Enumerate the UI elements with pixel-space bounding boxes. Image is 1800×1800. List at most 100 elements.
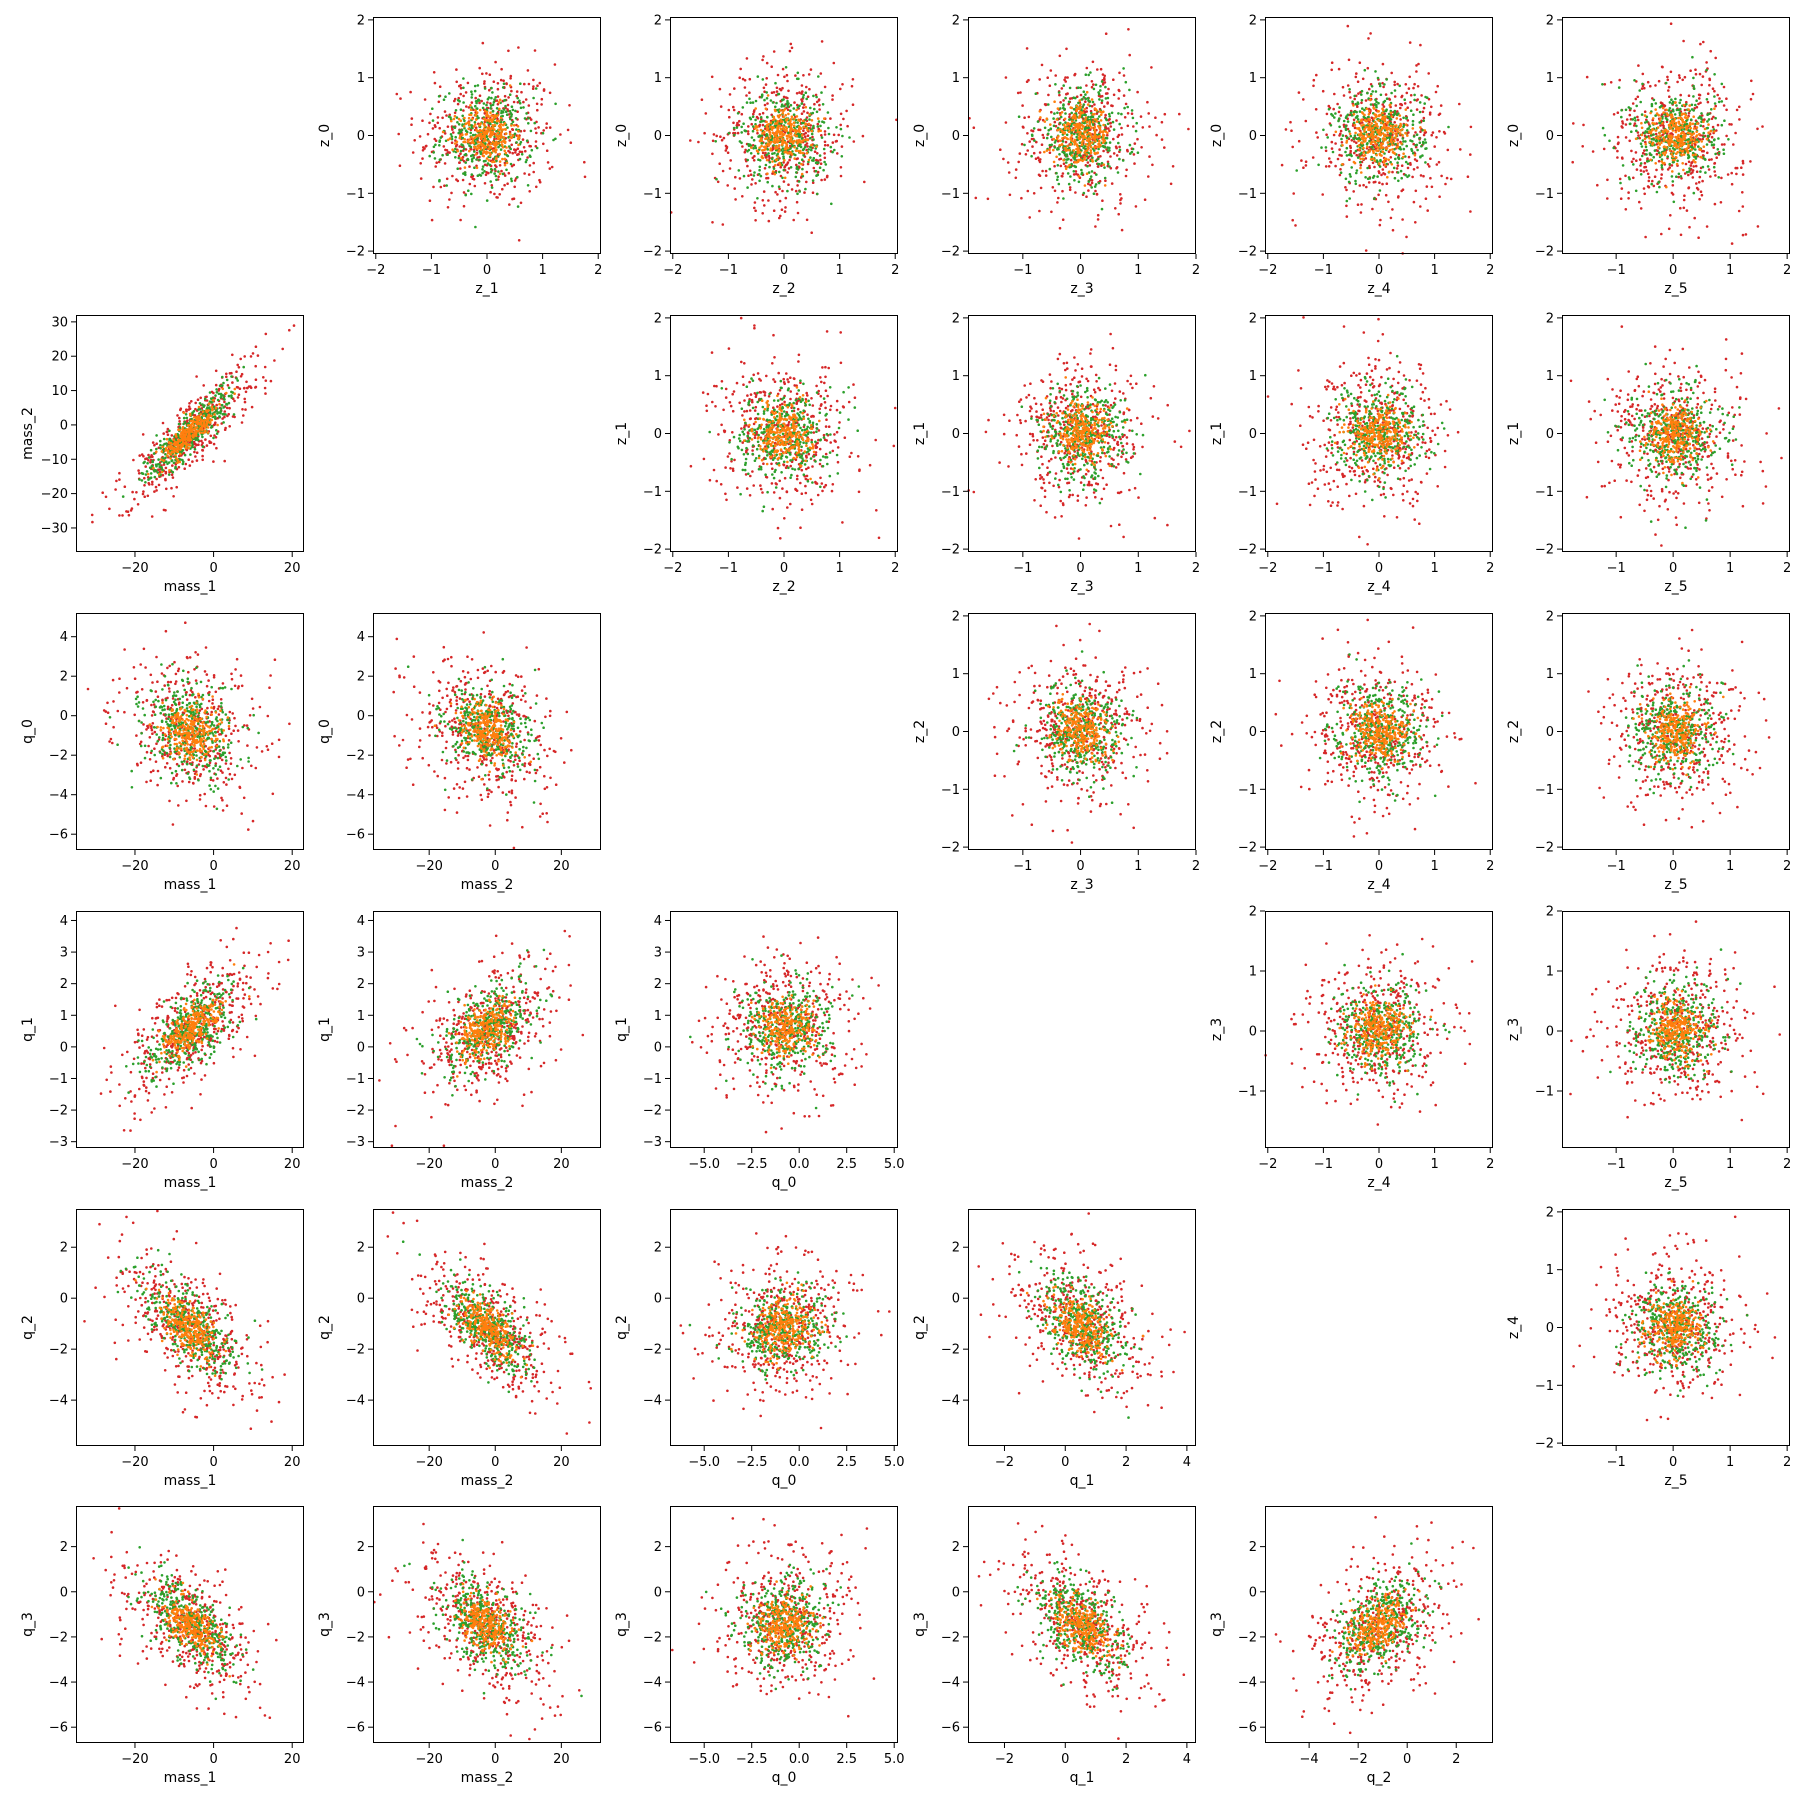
scatter-point-series-2 — [1632, 163, 1635, 166]
scatter-point-series-1 — [755, 115, 759, 119]
scatter-point-series-2 — [1670, 175, 1674, 178]
scatter-point-series-1 — [509, 74, 513, 78]
scatter-point-series-1 — [733, 187, 736, 190]
scatter-point-series-1 — [1633, 124, 1636, 127]
scatter-point-series-2 — [1672, 200, 1676, 204]
scatter-point-series-1 — [532, 78, 535, 82]
scatter-point-series-2 — [501, 172, 505, 176]
scatter-point-series-2 — [767, 152, 770, 155]
scatter-point-series-2 — [715, 177, 718, 181]
scatter-point-series-2 — [744, 129, 748, 133]
scatter-point-series-1 — [1038, 128, 1042, 132]
scatter-point-series-2 — [835, 126, 838, 129]
scatter-point-series-1 — [1038, 151, 1042, 154]
scatter-point-series-1 — [1435, 136, 1438, 139]
scatter-point-series-2 — [795, 171, 798, 174]
scatter-point-series-1 — [453, 97, 457, 101]
scatter-point-series-2 — [1090, 170, 1094, 173]
scatter-point-series-1 — [1424, 197, 1428, 200]
scatter-point-series-1 — [1379, 218, 1382, 222]
scatter-point-series-1 — [763, 204, 766, 207]
x-tick-label: −2 — [663, 263, 682, 278]
scatter-point-series-2 — [470, 173, 474, 176]
scatter-point-series-2 — [511, 108, 515, 112]
scatter-point-series-2 — [1045, 136, 1049, 140]
scatter-point-series-1 — [1058, 158, 1061, 161]
scatter-point-series-2 — [1727, 138, 1730, 141]
scatter-point-series-2 — [759, 120, 763, 123]
scatter-point-series-1 — [1038, 209, 1041, 213]
scatter-point-series-3 — [788, 135, 791, 138]
scatter-point-series-3 — [1375, 128, 1378, 132]
scatter-point-series-1 — [455, 68, 458, 71]
scatter-point-series-3 — [1406, 134, 1409, 137]
scatter-point-series-2 — [1393, 147, 1396, 151]
scatter-point-series-2 — [1706, 126, 1709, 130]
scatter-point-series-3 — [768, 130, 771, 133]
scatter-point-series-2 — [487, 96, 491, 99]
scatter-point-series-2 — [848, 136, 851, 139]
scatter-point-series-2 — [754, 99, 758, 103]
scatter-point-series-1 — [1054, 74, 1057, 77]
scatter-point-series-3 — [1371, 131, 1374, 134]
scatter-point-series-1 — [1130, 112, 1134, 115]
scatter-point-series-2 — [1097, 121, 1101, 125]
scatter-point-series-1 — [1302, 166, 1305, 169]
scatter-point-series-2 — [1103, 166, 1106, 169]
scatter-point-series-3 — [489, 142, 493, 146]
scatter-point-series-2 — [525, 139, 529, 143]
scatter-point-series-1 — [1400, 164, 1404, 167]
scatter-point-series-2 — [1643, 131, 1646, 135]
scatter-point-series-2 — [501, 86, 505, 89]
scatter-point-series-3 — [485, 129, 489, 132]
scatter-point-series-2 — [1640, 113, 1644, 116]
scatter-point-series-2 — [765, 97, 769, 100]
scatter-point-series-1 — [1671, 184, 1675, 187]
x-tick-label: −1 — [422, 263, 441, 278]
scatter-point-series-1 — [1691, 169, 1695, 172]
scatter-point-series-3 — [493, 128, 496, 131]
scatter-point-series-1 — [1120, 228, 1124, 232]
scatter-point-series-1 — [807, 73, 811, 76]
scatter-point-series-1 — [783, 75, 786, 79]
scatter-point-series-2 — [1355, 115, 1359, 119]
scatter-point-series-1 — [1676, 80, 1679, 84]
scatter-point-series-1 — [513, 185, 516, 189]
scatter-point-series-2 — [727, 132, 731, 135]
scatter-point-series-1 — [974, 196, 978, 200]
scatter-point-series-2 — [497, 170, 500, 173]
scatter-point-series-1 — [1430, 133, 1433, 137]
scatter-point-series-1 — [1117, 97, 1120, 100]
scatter-point-series-3 — [1102, 123, 1105, 127]
scatter-point-series-1 — [1693, 216, 1696, 220]
scatter-point-series-3 — [1069, 106, 1072, 109]
scatter-point-series-1 — [459, 167, 462, 170]
scatter-point-series-2 — [474, 100, 478, 103]
scatter-point-series-3 — [1334, 130, 1338, 134]
scatter-point-series-3 — [789, 140, 793, 143]
scatter-point-series-1 — [1117, 212, 1120, 216]
scatter-point-series-1 — [751, 178, 754, 181]
scatter-point-series-1 — [458, 145, 461, 148]
scatter-point-series-1 — [1439, 104, 1443, 107]
scatter-point-series-1 — [1631, 102, 1635, 105]
scatter-point-series-1 — [1090, 80, 1094, 83]
scatter-point-series-3 — [494, 157, 498, 161]
scatter-point-series-3 — [1377, 136, 1380, 140]
scatter-point-series-1 — [779, 165, 782, 169]
scatter-point-series-1 — [566, 128, 570, 132]
scatter-point-series-2 — [1422, 142, 1425, 145]
scatter-point-series-3 — [475, 134, 479, 137]
scatter-point-series-1 — [1074, 170, 1078, 173]
scatter-point-series-3 — [1102, 163, 1106, 166]
scatter-point-series-3 — [780, 131, 784, 134]
scatter-point-series-1 — [1401, 218, 1404, 221]
scatter-point-series-1 — [823, 152, 826, 155]
scatter-point-series-1 — [1469, 125, 1473, 129]
scatter-point-series-1 — [1031, 145, 1034, 148]
scatter-point-series-2 — [1092, 149, 1096, 152]
scatter-point-series-2 — [1097, 147, 1100, 151]
scatter-point-series-2 — [766, 148, 770, 151]
scatter-point-series-1 — [488, 73, 492, 76]
scatter-point-series-1 — [810, 231, 813, 234]
